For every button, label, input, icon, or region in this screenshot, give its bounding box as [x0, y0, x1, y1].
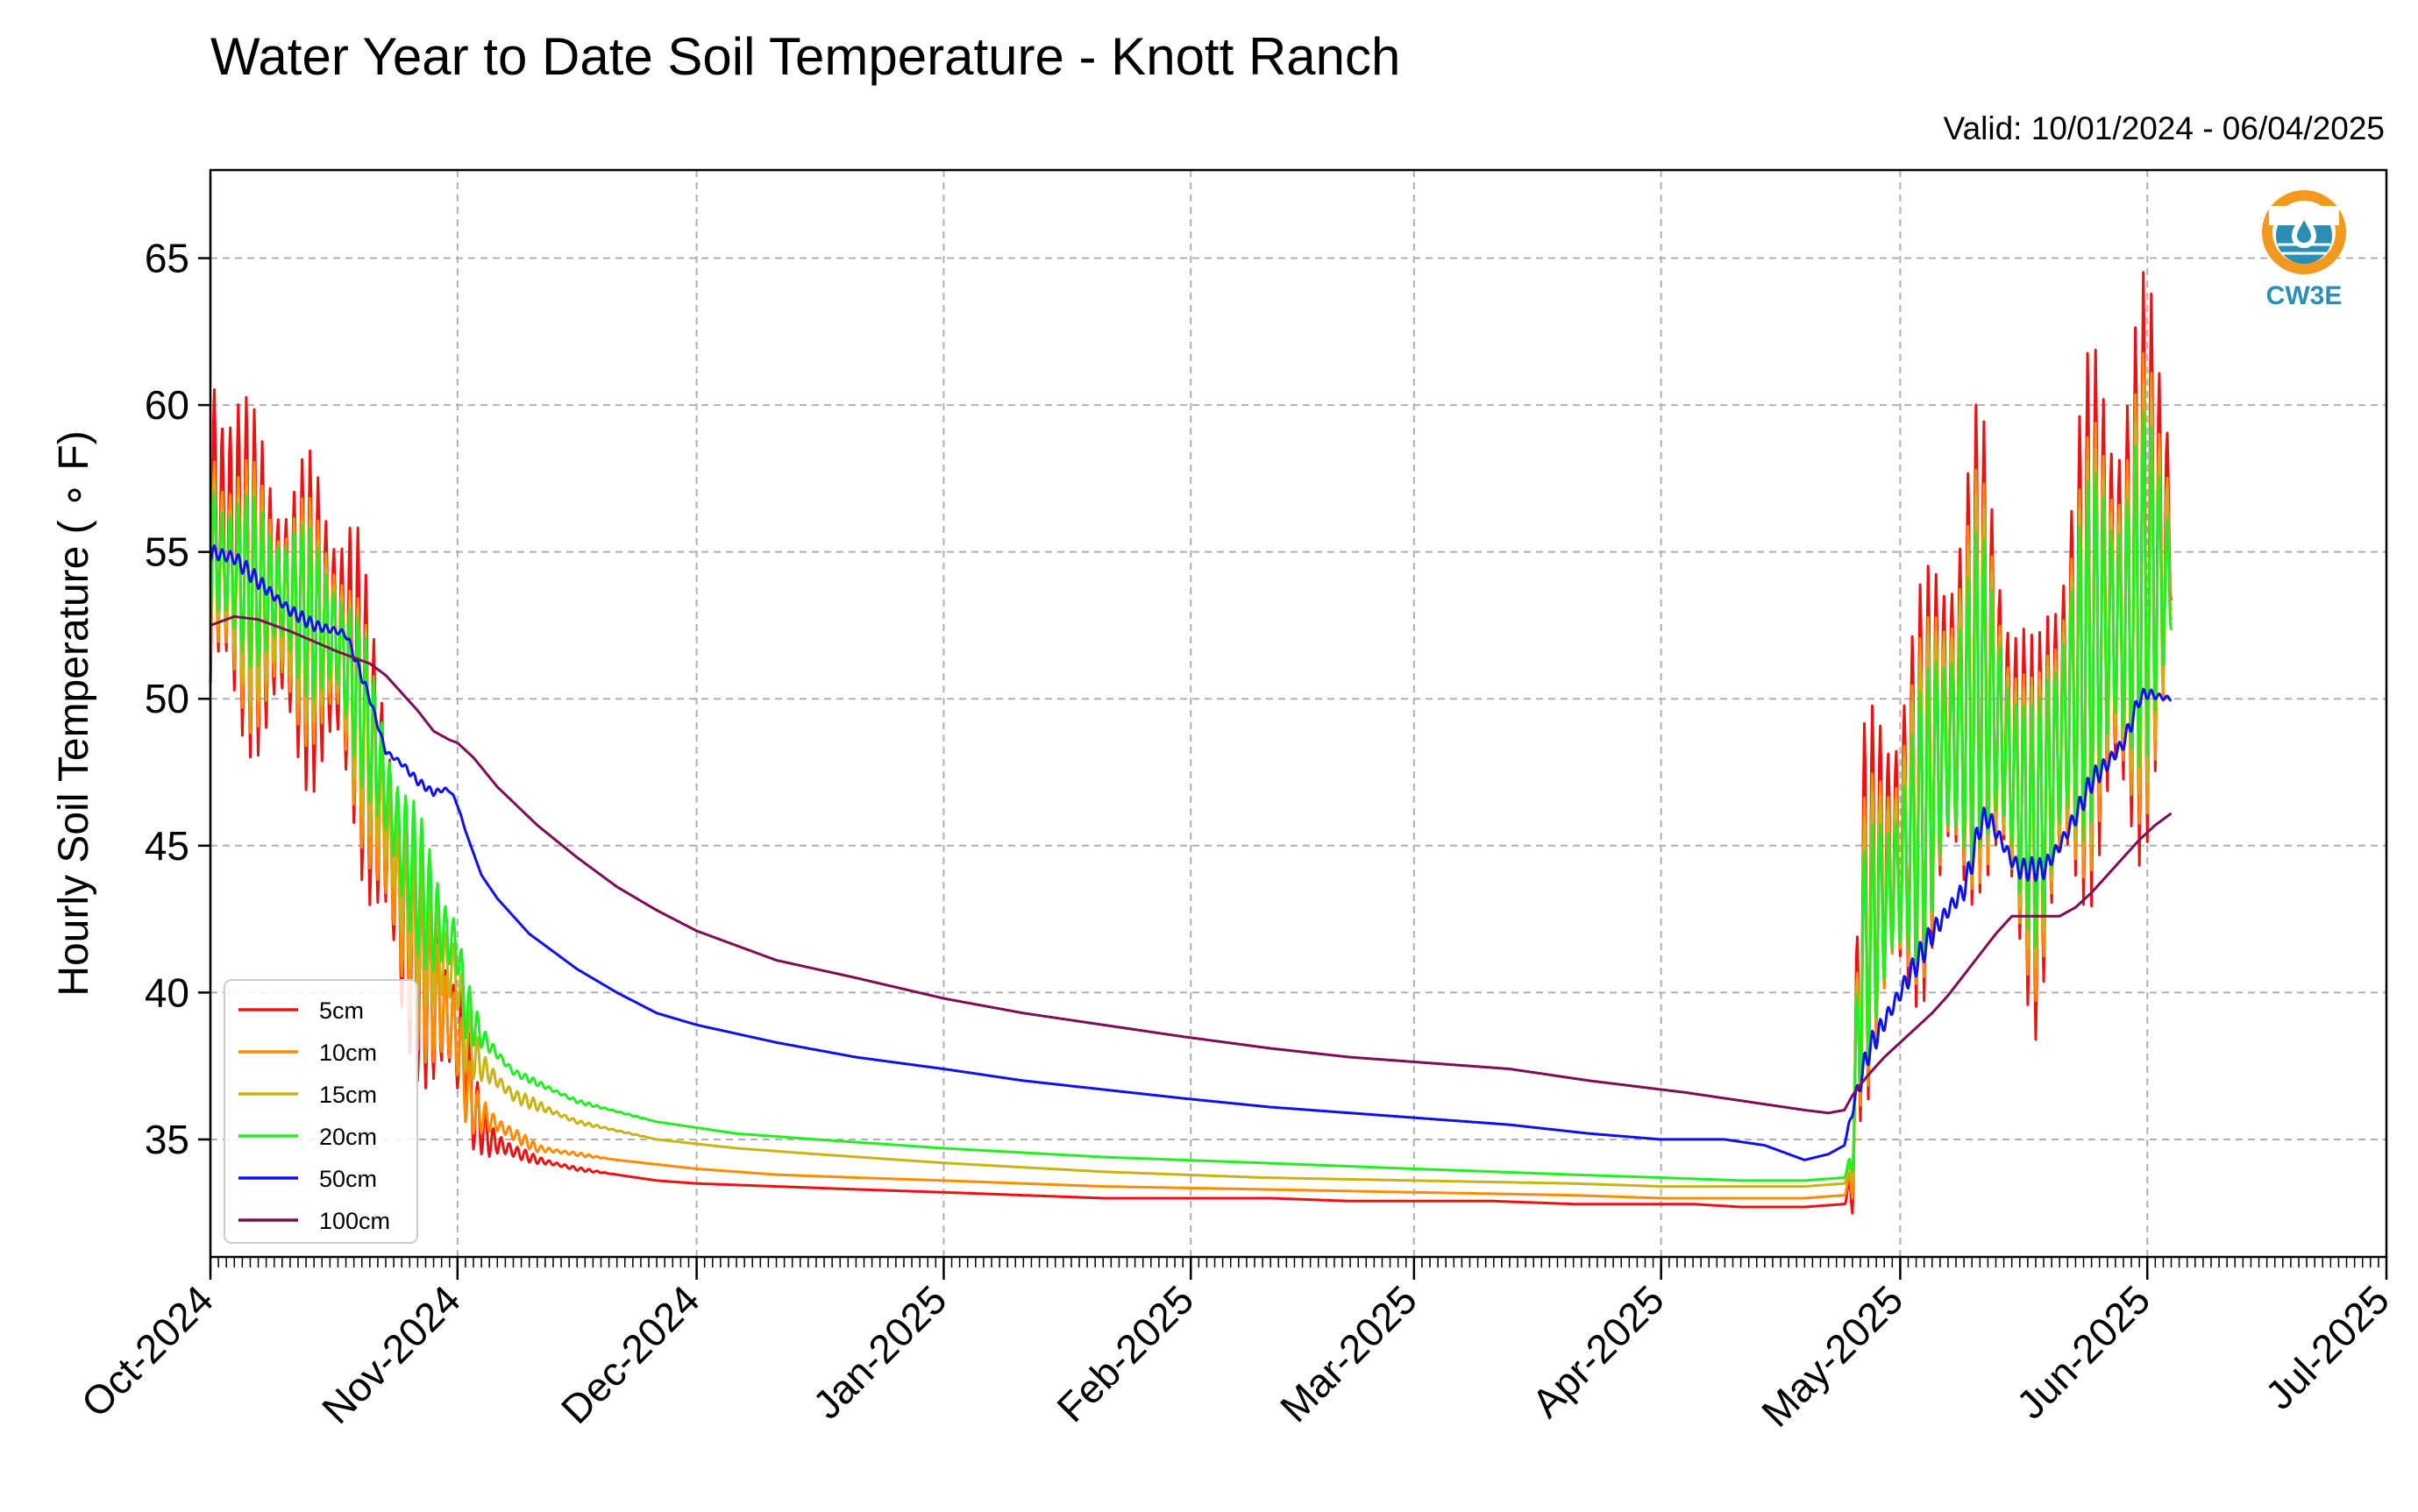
x-tick-label: Jul-2025	[2257, 1276, 2399, 1418]
x-tick-label: Jun-2025	[2008, 1276, 2158, 1427]
valid-date-range: Valid: 10/01/2024 - 06/04/2025	[1943, 110, 2385, 146]
x-tick-label: Jan-2025	[804, 1276, 955, 1427]
y-tick-label: 35	[145, 1117, 189, 1162]
y-axis-label: Hourly Soil Temperature ( ∘ F)	[51, 430, 97, 996]
x-tick-label: Oct-2024	[73, 1276, 223, 1426]
cw3e-logo: CW3E	[2262, 190, 2346, 310]
series-line-5cm	[209, 271, 2173, 1215]
legend-label-100cm: 100cm	[319, 1208, 390, 1234]
y-tick-label: 55	[145, 529, 189, 575]
legend-label-10cm: 10cm	[319, 1040, 377, 1066]
x-tick-label: Dec-2024	[552, 1276, 708, 1432]
water-drop-logo-icon	[2262, 190, 2346, 274]
legend-label-20cm: 20cm	[319, 1124, 377, 1150]
x-tick-label: Mar-2025	[1271, 1276, 1426, 1430]
y-tick-label: 50	[145, 676, 189, 721]
x-tick-label: Apr-2025	[1523, 1276, 1673, 1426]
plot-frame	[209, 168, 2388, 1259]
y-tick-label: 60	[145, 382, 189, 428]
y-tick-label: 45	[145, 823, 189, 869]
grid	[210, 170, 2387, 1257]
y-tick-label: 40	[145, 969, 189, 1015]
legend-label-50cm: 50cm	[319, 1166, 377, 1192]
series-line-10cm	[209, 351, 2173, 1200]
series-line-20cm	[209, 410, 2173, 1182]
legend-label-5cm: 5cm	[319, 997, 364, 1024]
logo-text: CW3E	[2266, 281, 2343, 310]
chart-title: Water Year to Date Soil Temperature - Kn…	[210, 27, 1401, 86]
series-line-15cm	[209, 383, 2173, 1189]
series-line-100cm	[210, 614, 2173, 1115]
series-line-50cm	[209, 544, 2173, 1161]
legend-label-15cm: 15cm	[319, 1082, 377, 1108]
legend: 5cm 10cm 15cm 20cm 50cm 100cm	[224, 979, 418, 1244]
x-tick-label: May-2025	[1753, 1276, 1911, 1435]
axis-ticks	[198, 257, 2388, 1280]
x-tick-label: Feb-2025	[1048, 1276, 1202, 1430]
series-lines	[209, 271, 2173, 1215]
y-tick-label: 65	[145, 236, 189, 281]
x-tick-label: Nov-2024	[313, 1276, 469, 1432]
